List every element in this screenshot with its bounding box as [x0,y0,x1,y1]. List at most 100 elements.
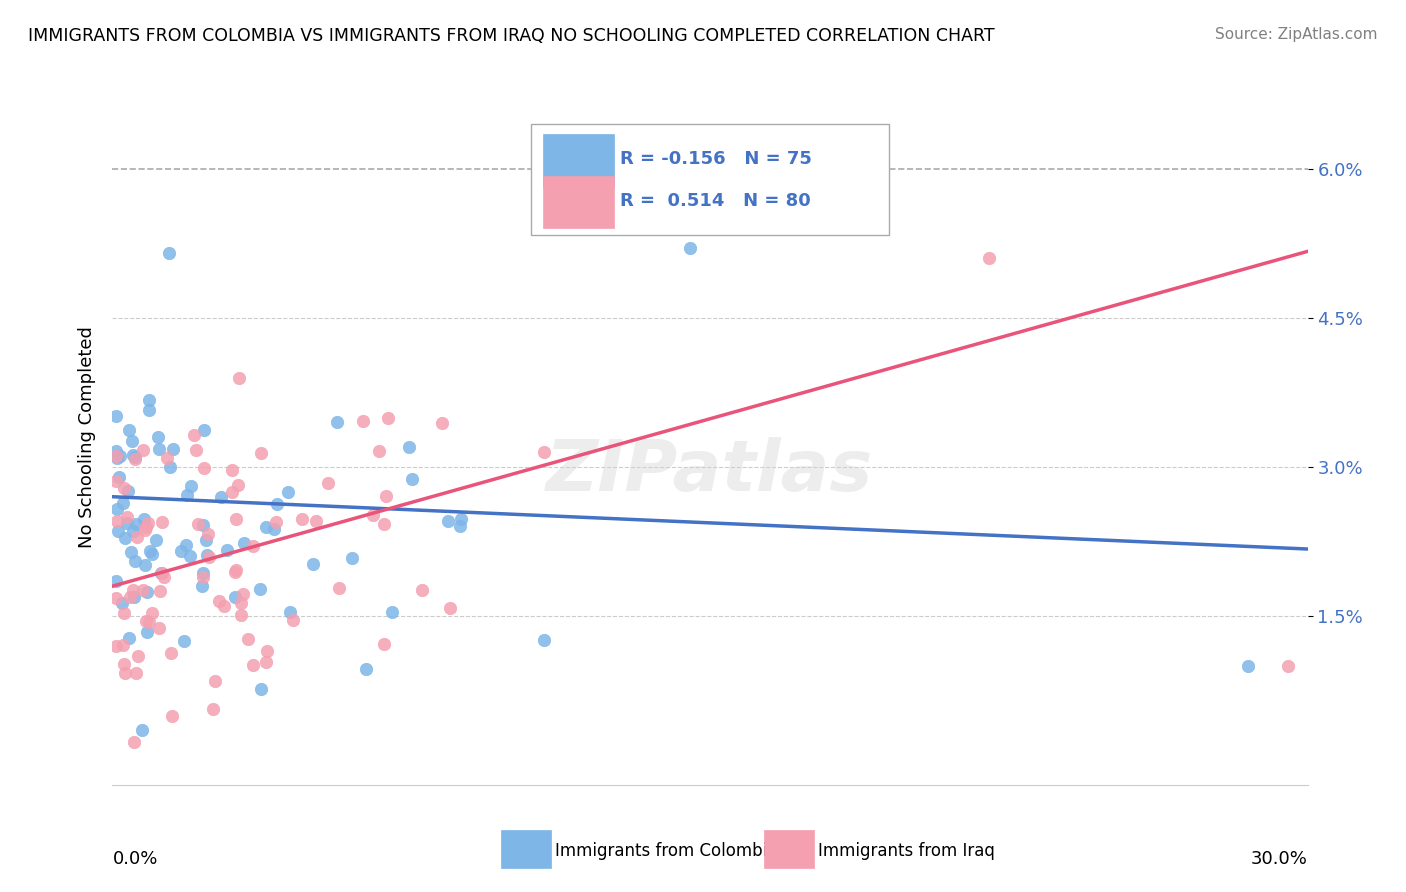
Point [191,579,214,593]
Point [254,519,277,533]
Point [328,582,350,596]
Point [122,735,145,749]
Point [114,531,136,545]
Point [121,524,143,539]
Point [118,631,141,645]
Point [122,582,145,597]
Point [291,512,314,526]
Point [225,564,247,578]
Point [437,514,460,528]
Point [135,615,157,629]
Point [184,442,207,457]
Point [115,510,138,524]
Point [138,544,160,558]
Point [242,539,264,553]
Text: R =  0.514   N = 80: R = 0.514 N = 80 [620,192,811,210]
Point [125,666,148,681]
Point [326,415,349,429]
Point [256,644,278,658]
Point [193,461,215,475]
Point [381,606,404,620]
Point [174,538,197,552]
Point [162,442,184,457]
Point [977,251,1000,265]
Point [226,478,249,492]
Point [224,566,246,580]
Point [118,424,141,438]
Point [221,463,243,477]
Point [377,410,399,425]
Text: Source: ZipAtlas.com: Source: ZipAtlas.com [1215,27,1378,42]
Point [131,723,153,737]
Point [242,657,264,672]
Point [134,558,156,572]
Point [225,512,247,526]
Text: R = -0.156   N = 75: R = -0.156 N = 75 [620,150,813,168]
Point [160,646,183,660]
Text: Immigrants from Iraq: Immigrants from Iraq [818,842,994,860]
Point [148,583,170,598]
Point [135,585,157,599]
Point [197,527,219,541]
Point [105,574,128,588]
Point [212,599,235,613]
Point [108,470,131,484]
Point [112,606,135,620]
Point [135,520,157,534]
Point [150,566,173,580]
Point [1277,658,1299,673]
Point [138,403,160,417]
Point [232,587,254,601]
Point [250,681,273,696]
Point [120,590,142,604]
Point [224,591,246,605]
Point [411,582,433,597]
Point [533,444,555,458]
Point [112,481,135,495]
Point [105,443,128,458]
Point [374,489,396,503]
Point [105,450,128,465]
FancyBboxPatch shape [543,177,614,228]
Point [277,484,299,499]
Point [236,632,259,647]
Point [194,533,217,548]
Point [160,709,183,723]
Point [132,582,155,597]
Point [146,430,169,444]
Point [120,545,142,559]
Point [107,524,129,538]
FancyBboxPatch shape [531,124,890,235]
Point [124,554,146,568]
Point [398,440,420,454]
Point [356,662,378,676]
Point [373,517,395,532]
Point [263,522,285,536]
Point [432,416,454,430]
Point [138,393,160,408]
Point [450,512,472,526]
Point [117,516,139,530]
Point [157,245,180,260]
Point [361,508,384,522]
Point [159,460,181,475]
Point [124,450,146,464]
Point [122,590,145,604]
Point [191,570,214,584]
FancyBboxPatch shape [543,135,614,186]
Point [141,547,163,561]
Point [148,621,170,635]
Point [204,673,226,688]
Point [198,549,221,564]
Point [127,649,149,664]
Point [373,637,395,651]
Point [301,558,323,572]
Point [280,606,302,620]
Point [195,549,218,563]
Point [105,474,128,488]
Point [114,666,136,681]
Point [173,633,195,648]
Point [221,484,243,499]
Point [121,434,143,448]
Point [679,241,702,255]
